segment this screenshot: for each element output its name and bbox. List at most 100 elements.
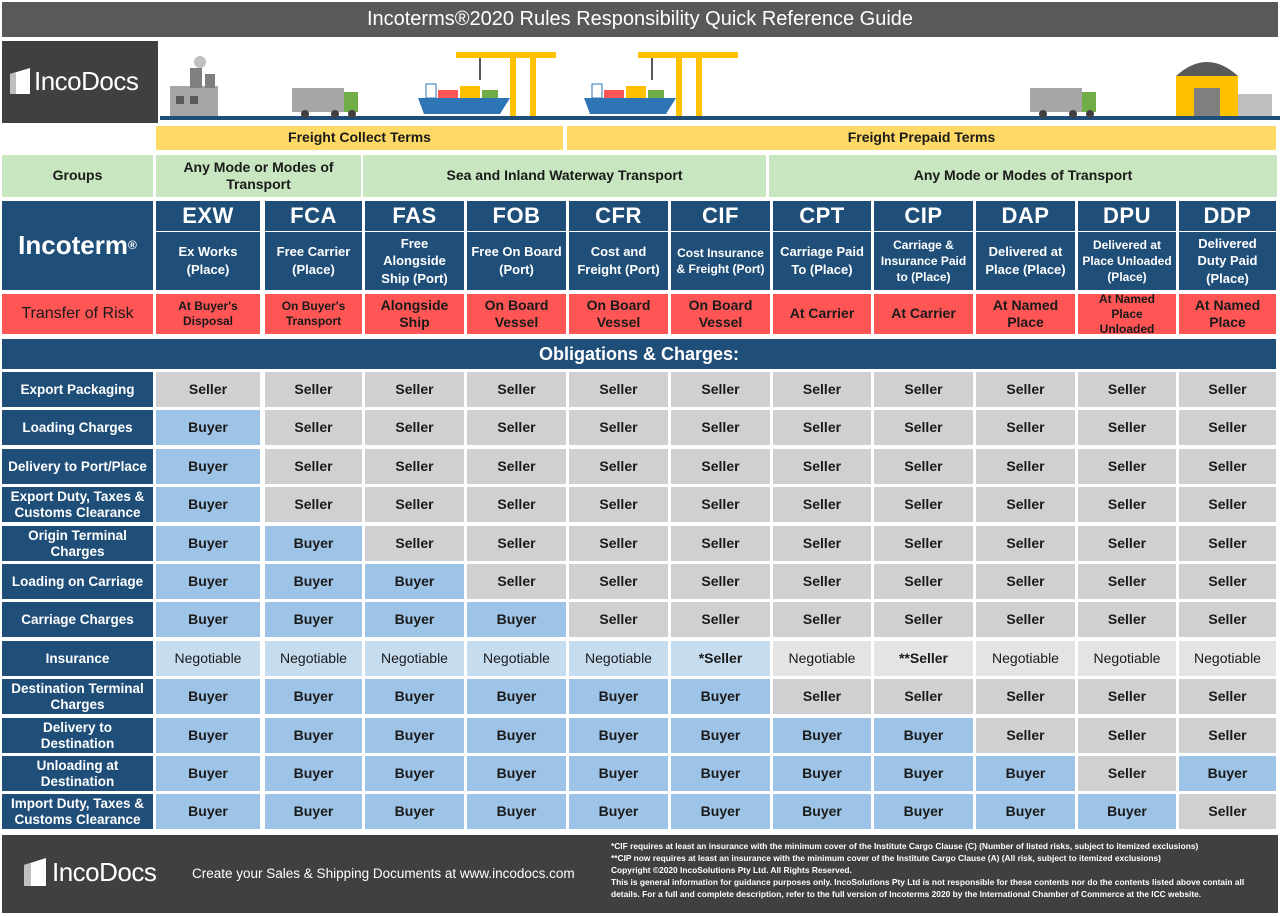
obligation-cell: Buyer [874,756,973,791]
incoterm-desc-fob: Free On Board (Port) [467,232,566,290]
obligation-cell: Seller [1179,449,1276,484]
obligation-cell: Buyer [874,794,973,829]
group-any-mode-collect: Any Mode or Modes of Transport [156,155,361,197]
obligation-cell: Seller [569,410,668,445]
footer-note-cif: *CIF requires at least an insurance with… [611,841,1199,851]
obligation-cell: Seller [1078,718,1176,753]
obligation-cell: Seller [773,487,871,522]
obligation-cell: Seller [773,602,871,637]
obligation-cell: Buyer [671,718,770,753]
footer-tagline: Create your Sales & Shipping Documents a… [192,866,575,881]
obligation-cell: Buyer [467,679,566,714]
obligation-cell: Seller [1078,372,1176,407]
incoterm-desc-fas: Free Alongside Ship (Port) [365,232,464,290]
obligation-cell: Seller [1179,718,1276,753]
risk-fas: Alongside Ship [365,294,464,334]
obligation-cell: Seller [773,449,871,484]
incoterm-code-ddp: DDP [1179,201,1276,231]
incoterm-code-dap: DAP [976,201,1075,231]
incoterm-code-fca: FCA [265,201,362,231]
risk-exw: At Buyer's Disposal [156,294,260,334]
obligation-cell: Buyer [156,794,260,829]
obligation-cell: Buyer [773,718,871,753]
row-label: Loading Charges [2,410,153,445]
freight-collect-terms: Freight Collect Terms [156,126,563,150]
obligation-cell: Seller [671,526,770,561]
obligation-cell: Buyer [467,718,566,753]
obligation-cell: Buyer [156,756,260,791]
obligation-cell: Buyer [365,564,464,599]
obligation-cell: Seller [671,449,770,484]
footer-note-cip: **CIP now requires at least an insurance… [611,853,1161,863]
obligation-cell: Buyer [467,756,566,791]
obligation-cell: Seller [467,410,566,445]
obligation-cell: Seller [1179,602,1276,637]
incoterm-desc-cfr: Cost and Freight (Port) [569,232,668,290]
warehouse-icon [1176,62,1272,116]
obligation-cell: Seller [365,526,464,561]
obligation-cell: Buyer [265,564,362,599]
obligation-cell: Seller [365,372,464,407]
obligation-cell: Seller [265,372,362,407]
obligation-cell: Negotiable [976,641,1075,676]
obligation-cell: Buyer [976,756,1075,791]
obligation-cell: Buyer [365,679,464,714]
obligation-cell: Buyer [467,602,566,637]
crane-icon-2 [638,52,738,116]
obligation-cell: Seller [365,487,464,522]
incoterm-code-dpu: DPU [1078,201,1176,231]
obligation-cell: Buyer [265,756,362,791]
obligation-cell: Seller [671,602,770,637]
page-title: Incoterms®2020 Rules Responsibility Quic… [366,8,914,30]
obligation-cell: Negotiable [1179,641,1276,676]
obligation-cell: Seller [156,372,260,407]
truck-icon [292,88,358,118]
obligation-cell: Seller [569,372,668,407]
groups-label: Groups [2,155,153,197]
obligation-cell: Seller [1078,487,1176,522]
row-label: Delivery to Destination [2,718,153,753]
obligation-cell: Seller [976,718,1075,753]
obligation-cell: Seller [467,449,566,484]
obligation-cell: Negotiable [467,641,566,676]
obligation-cell: Seller [671,372,770,407]
footer-notes: *CIF requires at least an insurance with… [611,840,1275,900]
obligation-cell: Buyer [569,679,668,714]
obligation-cell: Seller [671,564,770,599]
risk-fca: On Buyer's Transport [265,294,362,334]
obligation-cell: Seller [1179,372,1276,407]
risk-ddp: At Named Place [1179,294,1276,334]
obligation-cell: Negotiable [365,641,464,676]
row-label: Origin Terminal Charges [2,526,153,561]
obligation-cell: Seller [1078,449,1176,484]
incoterm-desc-ddp: Delivered Duty Paid (Place) [1179,232,1276,290]
crane-icon [456,52,556,116]
risk-cfr: On Board Vessel [569,294,668,334]
obligation-cell: Seller [874,564,973,599]
risk-label: Transfer of Risk [2,294,153,334]
obligation-cell: Seller [874,679,973,714]
obligation-cell: Buyer [156,410,260,445]
obligation-cell: Buyer [365,718,464,753]
obligation-cell: Seller [467,372,566,407]
obligation-cell: Seller [265,487,362,522]
incoterm-desc-exw: Ex Works (Place) [156,232,260,290]
obligation-cell: Buyer [156,679,260,714]
obligation-cell: **Seller [874,641,973,676]
footer-bar [2,835,1278,913]
obligation-cell: Buyer [365,602,464,637]
obligation-cell: Seller [365,410,464,445]
obligation-cell: Seller [1078,526,1176,561]
obligation-cell: Seller [1179,564,1276,599]
obligation-cell: Buyer [467,794,566,829]
risk-cif: On Board Vessel [671,294,770,334]
obligation-cell: Seller [1179,487,1276,522]
obligation-cell: Seller [1078,756,1176,791]
obligation-cell: Buyer [1179,756,1276,791]
brand-logo-text: IncoDocs [34,66,139,96]
obligation-cell: Buyer [773,794,871,829]
incoterm-code-cfr: CFR [569,201,668,231]
obligation-cell: Seller [1078,679,1176,714]
obligation-cell: Seller [976,410,1075,445]
incoterm-desc-fca: Free Carrier (Place) [265,232,362,290]
